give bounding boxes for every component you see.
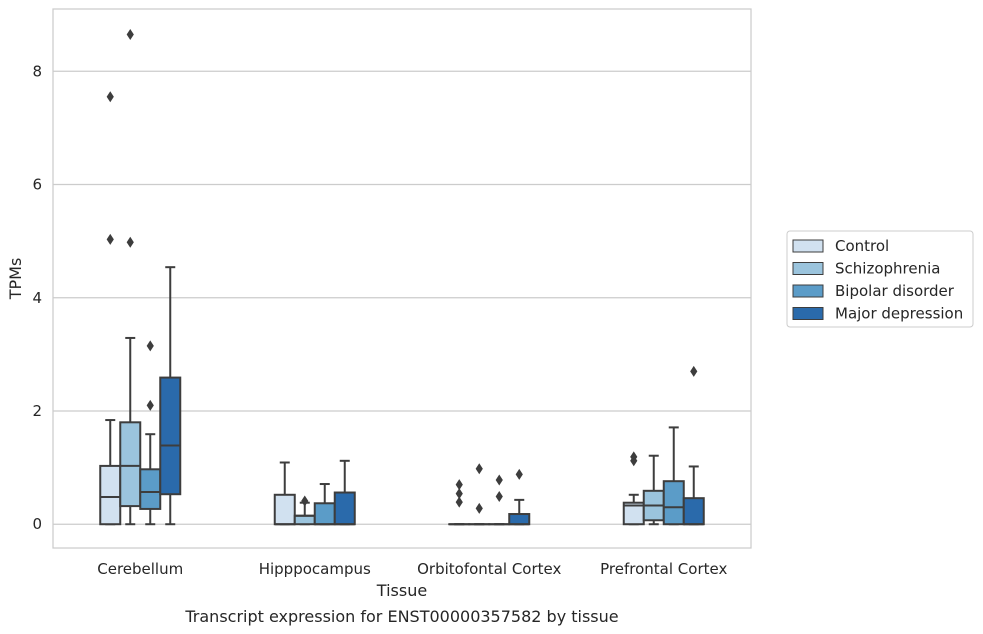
outlier-point (475, 502, 483, 514)
outlier-point (495, 474, 503, 486)
legend-swatch (792, 284, 824, 298)
box-2-3 (508, 468, 531, 526)
outlier-point (106, 91, 114, 103)
outlier-point (301, 495, 309, 507)
plot-area (53, 9, 751, 548)
plot-frame (52, 8, 752, 549)
outlier-point (515, 468, 523, 480)
legend: Control Schizophrenia Bipolar disorder Majo… (786, 230, 974, 328)
legend-swatch (792, 307, 824, 320)
box-1-2 (313, 483, 336, 526)
legend-swatch (792, 262, 824, 275)
chart-caption: Transcript expression for ENST0000035758… (184, 607, 618, 626)
legend-swatch (792, 239, 824, 253)
box-iqr (119, 421, 142, 508)
box-iqr (159, 376, 182, 496)
outlier-point (455, 488, 463, 500)
box-iqr (99, 464, 122, 526)
outlier-point (126, 236, 134, 248)
x-axis-label: Tissue (376, 581, 427, 600)
outlier-point (475, 463, 483, 475)
y-tick-label: 4 (32, 289, 42, 307)
box-iqr (508, 513, 531, 526)
box-iqr (313, 502, 336, 526)
box-iqr (139, 468, 162, 510)
box-iqr (333, 491, 356, 526)
outlier-point (146, 399, 154, 411)
legend-label: Schizophrenia (835, 260, 940, 278)
box-iqr (682, 497, 705, 526)
outlier-point (495, 490, 503, 502)
legend-label: Control (835, 237, 889, 255)
box-1-1 (293, 495, 316, 526)
box-0-3 (159, 266, 182, 526)
y-tick-label: 2 (32, 402, 42, 420)
legend-label: Major depression (835, 305, 963, 323)
y-axis-label: TPMs (6, 258, 25, 301)
y-tick-label: 0 (32, 515, 42, 533)
x-tick-label: Hipppocampus (259, 560, 371, 578)
outlier-point (455, 479, 463, 491)
outlier-point (455, 496, 463, 508)
y-tick-label: 8 (32, 62, 42, 80)
y-tick-label: 6 (32, 176, 42, 194)
outlier-point (106, 233, 114, 245)
box-iqr (662, 480, 685, 526)
box-1-0 (273, 461, 296, 526)
outlier-point (630, 451, 638, 463)
box-0-1 (119, 28, 142, 526)
box-3-3 (682, 365, 705, 526)
outlier-point (690, 365, 698, 377)
box-iqr (273, 493, 296, 526)
x-tick-label: Cerebellum (97, 560, 183, 578)
box-1-3 (333, 459, 356, 526)
outlier-point (126, 28, 134, 40)
x-tick-label: Prefrontal Cortex (600, 560, 727, 578)
x-tick-label: Orbitofontal Cortex (417, 560, 561, 578)
legend-label: Bipolar disorder (835, 282, 955, 300)
legend-frame (786, 230, 974, 328)
outlier-point (146, 340, 154, 352)
box-2-2 (488, 474, 511, 526)
box-iqr (293, 514, 316, 526)
